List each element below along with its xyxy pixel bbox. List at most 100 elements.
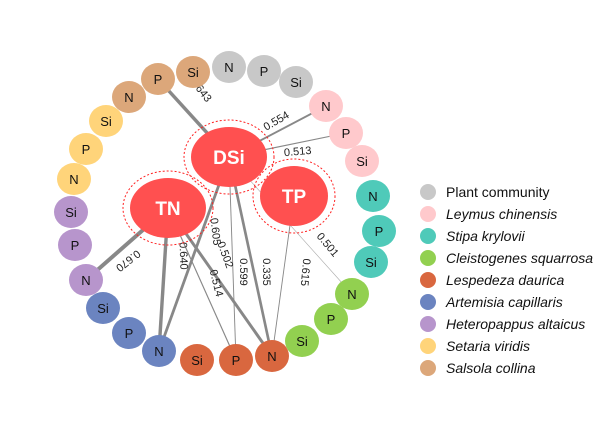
node-label: N	[368, 189, 377, 204]
node-salsola-collina-p: P	[141, 63, 175, 95]
legend-label: Plant community	[446, 184, 550, 200]
node-leymus-chinensis-p: P	[329, 117, 363, 149]
edge-dsi	[227, 156, 274, 357]
node-lespedeza-daurica-si: Si	[180, 344, 214, 376]
edge-label: 0.599	[237, 258, 249, 286]
node-label: P	[71, 238, 80, 253]
node-setaria-viridis-n: N	[57, 163, 91, 195]
node-label: N	[154, 344, 163, 359]
node-cleistogenes-squarrosa-si: Si	[285, 325, 319, 357]
node-cleistogenes-squarrosa-n: N	[335, 278, 369, 310]
edge-dsi	[157, 156, 231, 352]
node-label: N	[267, 349, 276, 364]
node-artemisia-capillaris-n: N	[142, 335, 176, 367]
node-label: P	[154, 72, 163, 87]
edge-label: 0.615	[298, 258, 312, 286]
edge-label: 0.554	[262, 109, 292, 133]
node-label: N	[224, 60, 233, 75]
hub-label: TN	[155, 199, 180, 220]
node-setaria-viridis-p: P	[69, 133, 103, 165]
legend-item: Heteropappus altaicus	[420, 313, 593, 335]
node-label: P	[125, 326, 134, 341]
edge-label: 0.501	[314, 231, 341, 260]
legend-item: Artemisia capillaris	[420, 291, 593, 313]
node-stipa-krylovii-si: Si	[354, 246, 388, 278]
edge-label: 0.513	[284, 145, 312, 159]
legend-label: Cleistogenes squarrosa	[446, 250, 594, 266]
legend: Plant community Leymus chinensis Stipa kry…	[420, 181, 593, 379]
node-label: P	[342, 126, 351, 141]
edge-label: 0.335	[260, 258, 272, 286]
node-label: Si	[191, 353, 203, 368]
node-setaria-viridis-si: Si	[89, 105, 123, 137]
node-leymus-chinensis-si: Si	[345, 145, 379, 177]
legend-swatch	[420, 184, 436, 200]
legend-swatch	[420, 316, 436, 332]
legend-swatch	[420, 228, 436, 244]
node-label: Si	[187, 65, 199, 80]
legend-label: Salsola collina	[446, 360, 536, 376]
node-stipa-krylovii-p: P	[362, 215, 396, 247]
node-lespedeza-daurica-p: P	[219, 344, 253, 376]
legend-item: Setaria viridis	[420, 335, 593, 357]
edge-label: 0.514	[207, 268, 225, 298]
node-label: N	[81, 273, 90, 288]
node-plant-community-n: N	[212, 51, 246, 83]
legend-item: Leymus chinensis	[420, 203, 593, 225]
node-artemisia-capillaris-si: Si	[86, 292, 120, 324]
node-lespedeza-daurica-n: N	[255, 340, 289, 372]
legend-item: Stipa krylovii	[420, 225, 593, 247]
legend-swatch	[420, 206, 436, 222]
node-salsola-collina-n: N	[112, 81, 146, 113]
edge-label: 0.605	[207, 217, 222, 246]
node-label: N	[347, 287, 356, 302]
node-label: P	[260, 64, 269, 79]
node-plant-community-p: P	[247, 55, 281, 87]
legend-swatch	[420, 294, 436, 310]
legend-swatch	[420, 272, 436, 288]
node-leymus-chinensis-n: N	[309, 90, 343, 122]
node-label: Si	[365, 255, 377, 270]
node-cleistogenes-squarrosa-p: P	[314, 303, 348, 335]
legend-item: Plant community	[420, 181, 593, 203]
node-heteropappus-altaicus-si: Si	[54, 196, 88, 228]
node-label: Si	[97, 301, 109, 316]
hub-dsi: DSi	[183, 119, 275, 195]
legend-label: Leymus chinensis	[446, 206, 558, 222]
legend-item: Cleistogenes squarrosa	[420, 247, 593, 269]
node-label: N	[124, 90, 133, 105]
node-label: N	[321, 99, 330, 114]
node-heteropappus-altaicus-p: P	[58, 229, 92, 261]
node-label: Si	[290, 75, 302, 90]
node-label: P	[82, 142, 91, 157]
hub-label: DSi	[213, 148, 245, 169]
node-label: Si	[296, 334, 308, 349]
node-label: Si	[65, 205, 77, 220]
node-stipa-krylovii-n: N	[356, 180, 390, 212]
node-label: N	[69, 172, 78, 187]
legend-label: Setaria viridis	[446, 338, 531, 354]
node-label: P	[327, 312, 336, 327]
node-artemisia-capillaris-p: P	[112, 317, 146, 349]
node-salsola-collina-si: Si	[176, 56, 210, 88]
legend-swatch	[420, 360, 436, 376]
legend-label: Stipa krylovii	[446, 228, 525, 244]
edge-label: 0.640	[177, 242, 190, 270]
node-plant-community-si: Si	[279, 66, 313, 98]
legend-item: Lespedeza daurica	[420, 269, 593, 291]
hub-tp: TP	[252, 158, 336, 234]
node-label: P	[375, 224, 384, 239]
hub-tn: TN	[122, 170, 214, 246]
legend-swatch	[420, 250, 436, 266]
node-label: P	[232, 353, 241, 368]
node-heteropappus-altaicus-n: N	[69, 264, 103, 296]
hub-label: TP	[282, 187, 307, 208]
edge-dsi	[228, 156, 237, 361]
legend-swatch	[420, 338, 436, 354]
legend-label: Lespedeza daurica	[446, 272, 565, 288]
node-label: Si	[356, 154, 368, 169]
node-label: Si	[100, 114, 112, 129]
legend-label: Heteropappus altaicus	[446, 316, 586, 332]
legend-label: Artemisia capillaris	[446, 294, 563, 310]
